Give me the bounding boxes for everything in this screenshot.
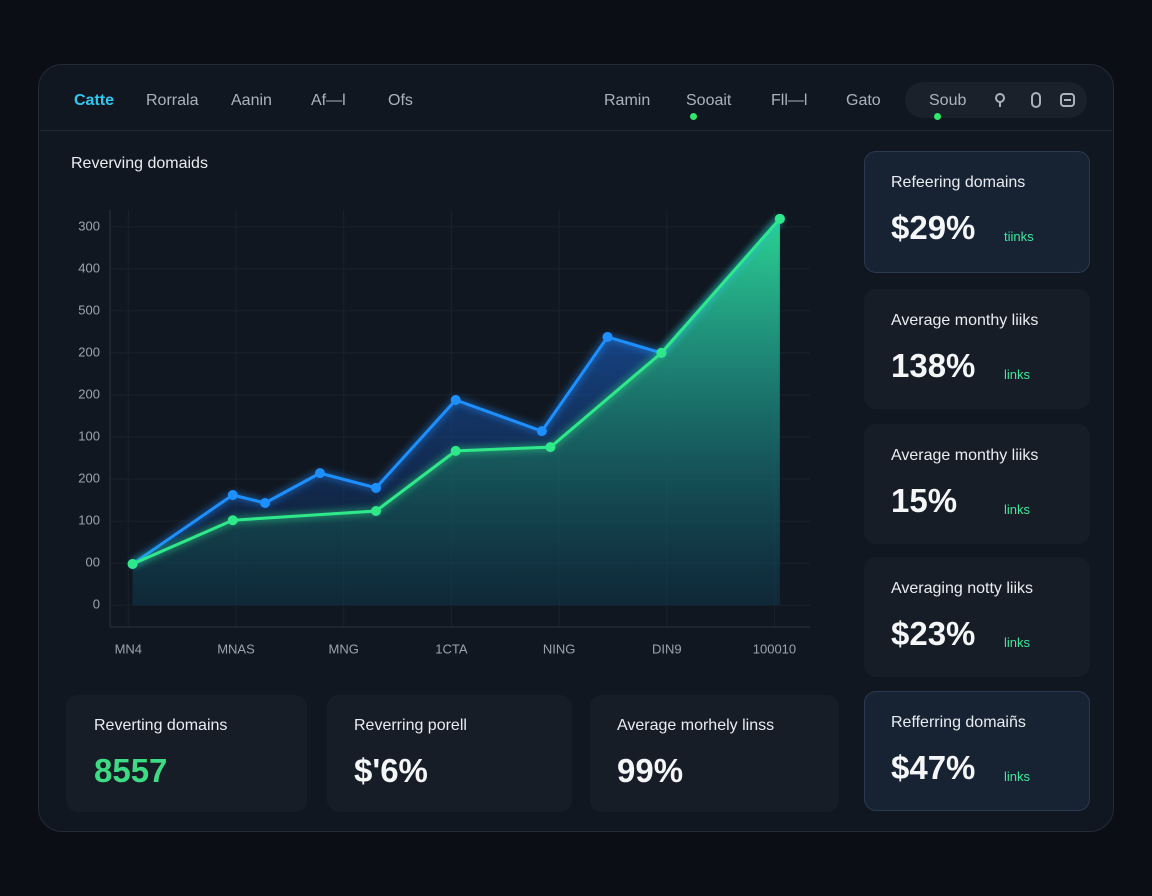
card-value: 15%	[891, 482, 958, 519]
card-note: links	[1004, 635, 1031, 650]
card-value: 99%	[617, 752, 684, 789]
y-tick-label: 100	[78, 513, 100, 528]
x-tick-label: 1CTA	[435, 641, 468, 656]
x-tick-label: MN4	[115, 641, 142, 656]
chart-title: Reverving domaids	[71, 155, 208, 172]
nav-tab[interactable]: Catte	[74, 92, 115, 109]
stat-card[interactable]	[864, 289, 1090, 409]
nav-tab[interactable]: Gato	[846, 92, 881, 109]
nav-tab[interactable]: Sooait	[686, 92, 732, 109]
active-dot	[690, 113, 697, 120]
nav-tab[interactable]: Aanin	[231, 92, 272, 109]
point	[450, 395, 461, 406]
point	[127, 558, 138, 569]
card-note: links	[1004, 502, 1031, 517]
card-note: tiinks	[1004, 229, 1034, 244]
card-title: Average monthy liiks	[891, 312, 1039, 329]
stat-card[interactable]	[66, 695, 307, 812]
nav-tab[interactable]: Ofs	[388, 92, 413, 109]
y-tick-label: 00	[86, 555, 100, 570]
card-value: $'6%	[354, 752, 428, 789]
point	[656, 347, 667, 358]
navbar	[40, 66, 1112, 131]
point	[371, 505, 381, 516]
stat-card[interactable]	[864, 557, 1090, 677]
card-title: Average monthy liiks	[891, 447, 1039, 464]
point	[602, 331, 613, 342]
x-tick-label: 100010	[753, 641, 796, 656]
card-title: Averaging notty liiks	[891, 580, 1033, 597]
nav-icons[interactable]	[990, 90, 1080, 110]
area	[132, 218, 780, 606]
card-value: $29%	[891, 209, 976, 246]
y-tick-label: 200	[78, 344, 100, 359]
card-value: 8557	[94, 752, 168, 789]
point	[227, 490, 238, 501]
y-tick-label: 100	[78, 428, 100, 443]
point	[545, 442, 556, 453]
stat-card[interactable]	[864, 151, 1090, 273]
nav-tab[interactable]: Soub	[929, 92, 967, 109]
nav-tab[interactable]: Rorrala	[146, 92, 199, 109]
card-note: links	[1004, 769, 1031, 784]
point	[536, 426, 547, 437]
point	[227, 515, 238, 526]
stat-card[interactable]	[864, 691, 1090, 811]
y-tick-label: 200	[78, 470, 100, 485]
point	[450, 445, 461, 456]
x-tick-label: MNG	[329, 641, 359, 656]
nav-tab[interactable]: Af—l	[311, 92, 346, 109]
y-tick-label: 500	[78, 302, 100, 317]
x-tick-label: NING	[543, 641, 576, 656]
x-tick-label: DIN9	[652, 641, 682, 656]
card-title: Refeering domains	[891, 174, 1026, 191]
y-tick-label: 200	[78, 386, 100, 401]
point	[371, 482, 381, 493]
active-dot	[934, 113, 941, 120]
card-value: $47%	[891, 749, 976, 786]
card-title: Reverting domains	[94, 717, 228, 734]
y-tick-label: 0	[93, 597, 100, 612]
y-tick-label: 400	[78, 260, 100, 275]
point	[315, 468, 325, 479]
point	[260, 497, 271, 508]
nav-tab[interactable]: Ramin	[604, 92, 651, 109]
x-tick-label: MNAS	[217, 641, 255, 656]
point	[774, 213, 785, 224]
stat-card[interactable]	[864, 424, 1090, 544]
stat-card[interactable]	[327, 695, 572, 812]
card-title: Average morhely linss	[617, 717, 775, 734]
y-tick-label: 300	[78, 218, 100, 233]
nav-tab[interactable]: Fll—l	[771, 92, 808, 109]
card-value: 138%	[891, 347, 976, 384]
card-title: Reverring porell	[354, 717, 467, 734]
card-note: links	[1004, 367, 1031, 382]
stat-card[interactable]	[590, 695, 839, 812]
card-title: Refferring domaiñs	[891, 714, 1026, 731]
card-value: $23%	[891, 615, 976, 652]
line	[131, 217, 781, 566]
